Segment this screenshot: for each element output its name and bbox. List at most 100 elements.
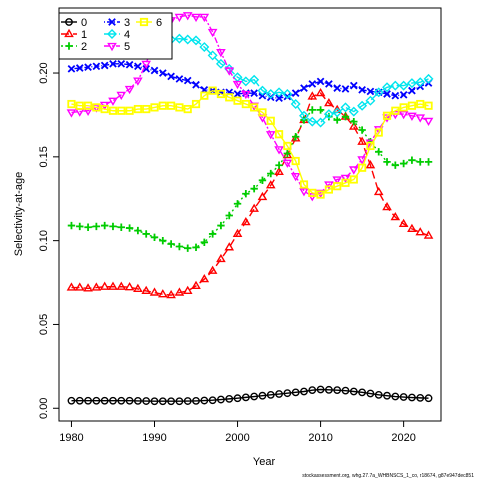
data-point xyxy=(150,66,159,75)
data-point xyxy=(233,394,242,403)
data-point xyxy=(125,396,134,405)
data-point xyxy=(316,385,325,394)
data-point xyxy=(224,67,235,76)
data-point xyxy=(423,73,434,84)
data-point xyxy=(258,176,267,185)
data-point xyxy=(333,182,342,191)
data-point xyxy=(157,289,168,298)
data-point xyxy=(265,131,276,140)
x-tick-label: 2020 xyxy=(391,432,415,444)
data-point xyxy=(300,387,308,396)
data-point xyxy=(199,13,210,23)
data-point xyxy=(233,96,242,105)
data-point xyxy=(407,112,417,121)
data-point xyxy=(274,130,284,139)
footnote: stockassessment.org, whg.27.7a_WHBNSCS_1… xyxy=(302,473,474,479)
data-point xyxy=(290,99,301,110)
data-point xyxy=(241,99,250,109)
x-tick-label: 1980 xyxy=(59,432,83,444)
data-point xyxy=(341,85,350,93)
data-point xyxy=(349,175,358,184)
data-point xyxy=(192,80,200,89)
data-point xyxy=(406,78,417,89)
data-point xyxy=(76,222,84,231)
data-point xyxy=(382,82,393,93)
data-point xyxy=(358,388,367,397)
data-point xyxy=(92,62,101,71)
data-point xyxy=(133,104,142,114)
data-point xyxy=(399,103,408,112)
y-tick-label: 0.15 xyxy=(38,146,50,167)
data-point xyxy=(324,181,334,190)
data-point xyxy=(390,80,401,91)
legend-marker xyxy=(65,42,73,50)
data-point xyxy=(274,146,284,155)
data-point xyxy=(99,281,110,290)
data-point xyxy=(109,59,117,68)
data-point xyxy=(215,58,226,69)
legend-box xyxy=(58,12,173,60)
data-point xyxy=(275,390,283,398)
data-point xyxy=(208,86,217,95)
data-point xyxy=(382,201,392,211)
data-point xyxy=(67,99,76,109)
data-point xyxy=(308,188,317,197)
data-point xyxy=(250,89,258,97)
data-point xyxy=(324,98,334,107)
data-point xyxy=(207,28,218,38)
data-point xyxy=(257,191,268,201)
data-point xyxy=(325,80,333,88)
data-point xyxy=(233,200,242,208)
data-point xyxy=(324,385,333,394)
data-point xyxy=(408,156,416,164)
data-point xyxy=(366,141,375,151)
data-point xyxy=(175,75,184,83)
data-point xyxy=(150,103,159,112)
data-point xyxy=(366,87,375,96)
data-point xyxy=(399,159,408,168)
data-point xyxy=(282,159,293,168)
data-point xyxy=(108,106,118,115)
data-point xyxy=(199,42,210,53)
data-point xyxy=(307,116,318,127)
y-axis-title: Selectivity-at-age xyxy=(13,172,25,256)
data-point xyxy=(283,92,292,101)
data-point xyxy=(341,112,350,121)
data-point xyxy=(383,391,391,400)
data-point xyxy=(275,161,283,169)
data-point xyxy=(390,211,401,221)
data-point xyxy=(358,126,366,134)
data-point xyxy=(241,393,250,402)
data-point xyxy=(216,89,226,99)
legend-item-5: 5 xyxy=(104,41,130,53)
data-point xyxy=(66,282,77,291)
data-point xyxy=(83,283,93,292)
data-point xyxy=(225,211,233,220)
data-point xyxy=(182,285,193,295)
legend-marker xyxy=(139,17,149,27)
data-point xyxy=(348,121,359,130)
data-point xyxy=(100,396,109,405)
data-point xyxy=(398,218,409,227)
data-point xyxy=(67,396,76,405)
data-point xyxy=(175,103,184,112)
data-point xyxy=(117,59,126,68)
data-point xyxy=(109,396,117,405)
data-point xyxy=(407,101,417,110)
data-point xyxy=(192,396,200,405)
data-point xyxy=(67,221,76,230)
data-point xyxy=(258,391,267,400)
data-point xyxy=(283,149,292,158)
data-point xyxy=(183,397,192,405)
series-2 xyxy=(67,106,433,252)
data-point xyxy=(250,184,258,193)
data-point xyxy=(265,180,276,189)
data-point xyxy=(175,242,184,251)
data-point xyxy=(167,397,176,406)
data-point xyxy=(382,111,392,120)
legend-marker xyxy=(108,18,116,26)
data-point xyxy=(117,396,126,405)
data-point xyxy=(166,289,176,299)
data-point xyxy=(375,148,383,156)
